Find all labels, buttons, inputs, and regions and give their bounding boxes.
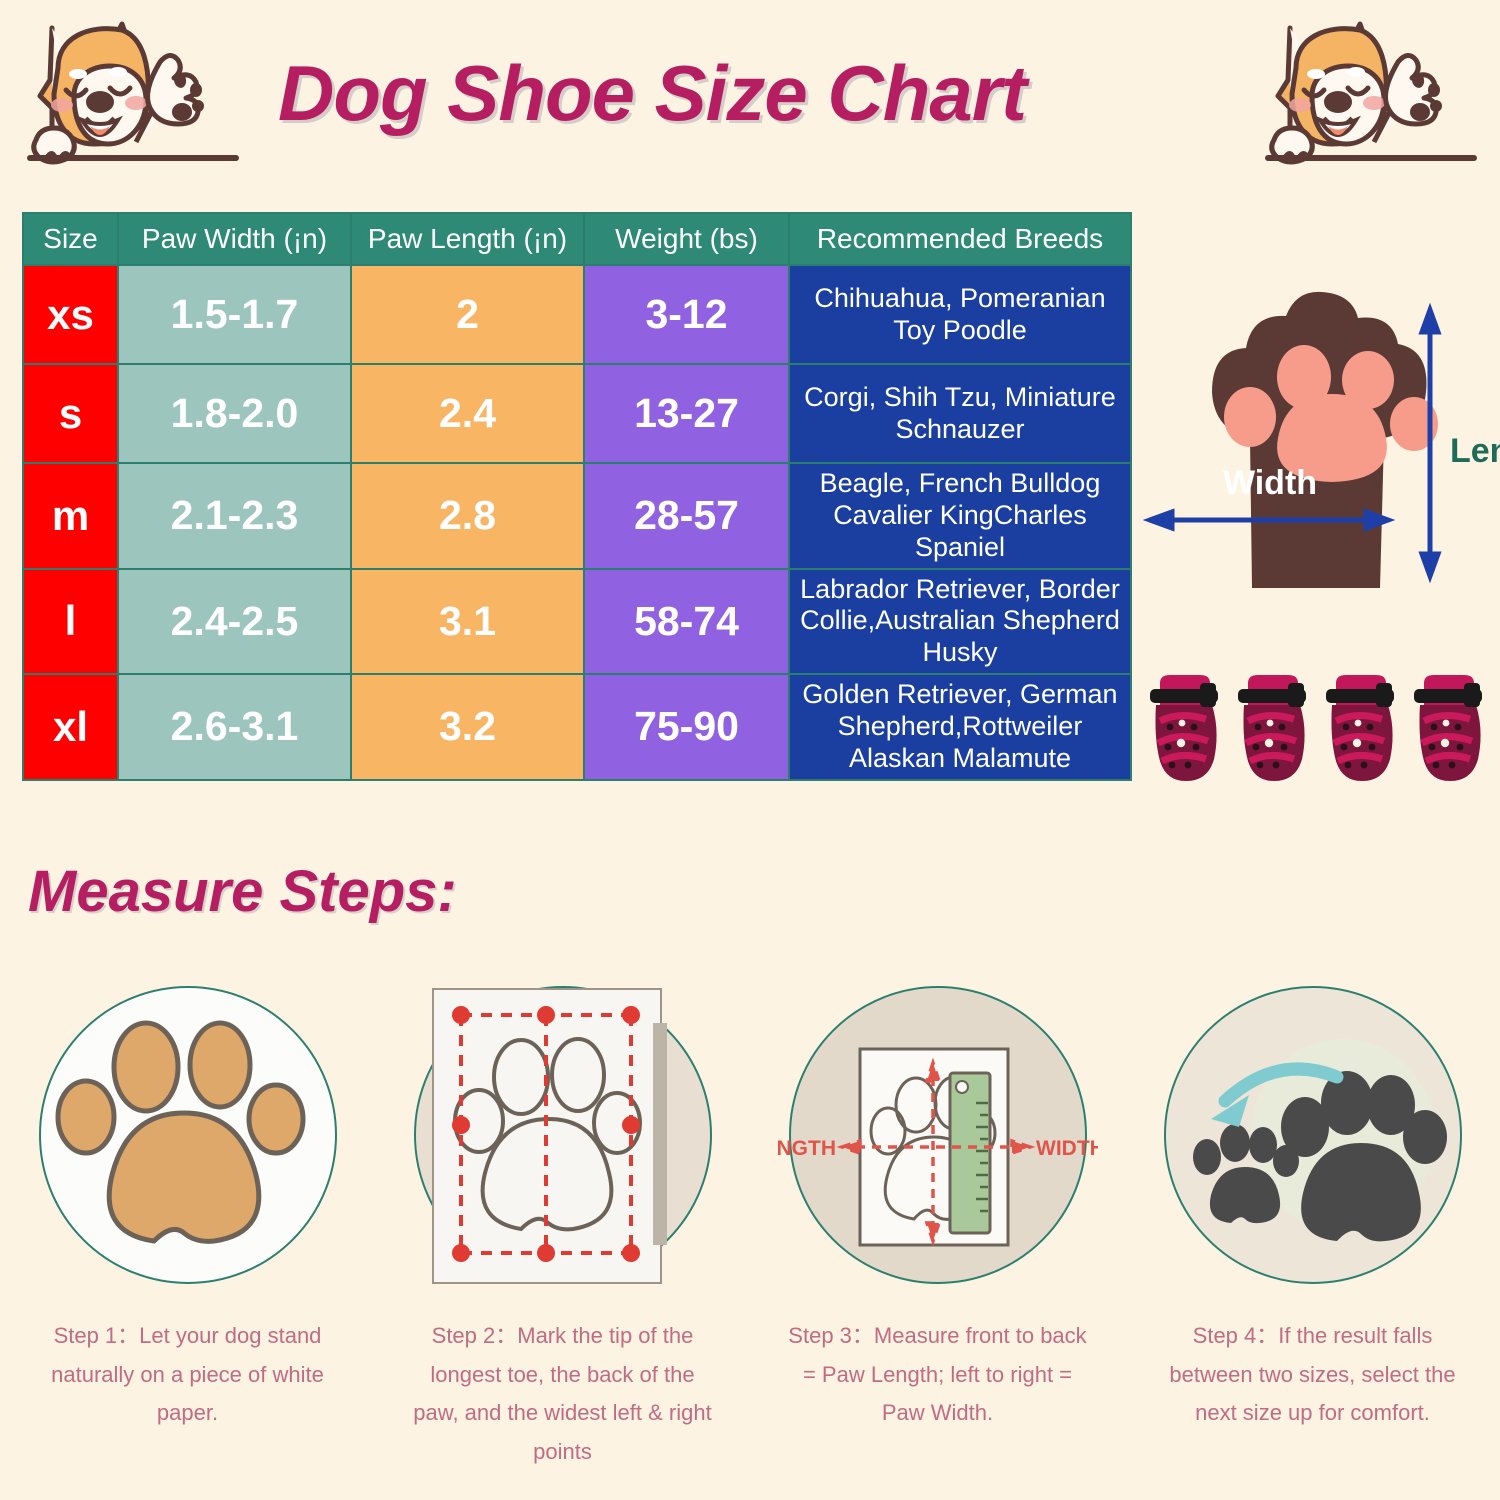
column-header-paw-width: Paw Width (¡n) [117, 212, 352, 266]
cell-paw-width: 2.6-3.1 [117, 673, 352, 781]
measure-step-1: Step 1：Let your dog stand naturally on a… [0, 985, 375, 1471]
column-header-weight: Weight (bs) [583, 212, 790, 266]
table-header-row: Size Paw Width (¡n) Paw Length (¡n) Weig… [22, 212, 1132, 266]
cell-size: s [22, 363, 119, 464]
size-chart-table: Size Paw Width (¡n) Paw Length (¡n) Weig… [22, 212, 1132, 781]
paw-width-label: Width [1223, 464, 1317, 502]
shiba-dog-waving-icon [1256, 8, 1486, 173]
shiba-dog-waving-icon [18, 8, 248, 173]
table-row: l 2.4-2.5 3.1 58-74 Labrador Retriever, … [22, 567, 1132, 676]
measure-step-2-caption: Step 2：Mark the tip of the longest toe, … [413, 1323, 712, 1464]
measure-step-3-caption: Step 3：Measure front to back = Paw Lengt… [788, 1323, 1087, 1425]
cell-size: xl [22, 673, 119, 781]
cell-weight: 28-57 [583, 462, 790, 570]
cell-paw-length: 3.2 [350, 673, 585, 781]
measure-step-1-caption: Step 1：Let your dog stand naturally on a… [51, 1323, 324, 1425]
paw-with-ruler-icon: LENGTH WIDTH [749, 985, 1104, 1295]
table-row: xl 2.6-3.1 3.2 75-90 Golden Retriever, G… [22, 673, 1132, 781]
cell-weight: 13-27 [583, 363, 790, 464]
paw-outline-marked-icon [403, 985, 723, 1295]
cell-breeds: Golden Retriever, German Shepherd,Rottwe… [788, 673, 1132, 781]
cell-size: m [22, 462, 119, 570]
column-header-size: Size [22, 212, 119, 266]
cell-weight: 3-12 [583, 264, 790, 365]
cell-paw-width: 2.1-2.3 [117, 462, 352, 570]
vertical-double-arrow-icon [1418, 302, 1442, 584]
measure-step-4-caption: Step 4：If the result falls between two s… [1169, 1323, 1456, 1425]
step3-length-label: LENGTH [778, 1137, 836, 1160]
cell-size: xs [22, 264, 119, 365]
cell-size: l [22, 567, 119, 676]
horizontal-double-arrow-icon [1142, 508, 1396, 532]
measure-steps-list: Step 1：Let your dog stand naturally on a… [0, 985, 1500, 1471]
page-header: Dog Shoe Size Chart [0, 0, 1500, 190]
cell-paw-length: 2.8 [350, 462, 585, 570]
cell-weight: 75-90 [583, 673, 790, 781]
cell-breeds: Chihuahua, Pomeranian Toy Poodle [788, 264, 1132, 365]
table-row: xs 1.5-1.7 2 3-12 Chihuahua, Pomeranian … [22, 264, 1132, 365]
step3-width-label: WIDTH [1036, 1137, 1098, 1160]
paw-length-label: Length [1450, 432, 1500, 470]
dog-boots-product-image [1146, 655, 1496, 805]
cell-paw-length: 3.1 [350, 567, 585, 676]
tan-paw-print-icon [28, 985, 348, 1295]
measure-steps-heading: Measure Steps: [28, 859, 457, 924]
cell-breeds: Beagle, French Bulldog Cavalier KingChar… [788, 462, 1132, 570]
two-paw-sizes-arrow-icon [1153, 985, 1473, 1295]
table-row: s 1.8-2.0 2.4 13-27 Corgi, Shih Tzu, Min… [22, 363, 1132, 464]
cell-paw-length: 2 [350, 264, 585, 365]
measure-step-3: LENGTH WIDTH Step 3：Measure front to bac… [749, 985, 1125, 1471]
cell-breeds: Corgi, Shih Tzu, Miniature Schnauzer [788, 363, 1132, 464]
page-title: Dog Shoe Size Chart [278, 49, 1027, 137]
paw-measure-diagram: Width Length [1142, 272, 1500, 612]
measure-step-2: Step 2：Mark the tip of the longest toe, … [375, 985, 750, 1471]
dog-paw-icon [1212, 291, 1438, 588]
cell-paw-width: 1.8-2.0 [117, 363, 352, 464]
cell-breeds: Labrador Retriever, Border Collie,Austra… [788, 567, 1132, 676]
column-header-paw-length: Paw Length (¡n) [350, 212, 585, 266]
column-header-breeds: Recommended Breeds [788, 212, 1132, 266]
cell-paw-width: 2.4-2.5 [117, 567, 352, 676]
cell-weight: 58-74 [583, 567, 790, 676]
cell-paw-width: 1.5-1.7 [117, 264, 352, 365]
measure-step-4: Step 4：If the result falls between two s… [1125, 985, 1500, 1471]
table-row: m 2.1-2.3 2.8 28-57 Beagle, French Bulld… [22, 462, 1132, 570]
cell-paw-length: 2.4 [350, 363, 585, 464]
